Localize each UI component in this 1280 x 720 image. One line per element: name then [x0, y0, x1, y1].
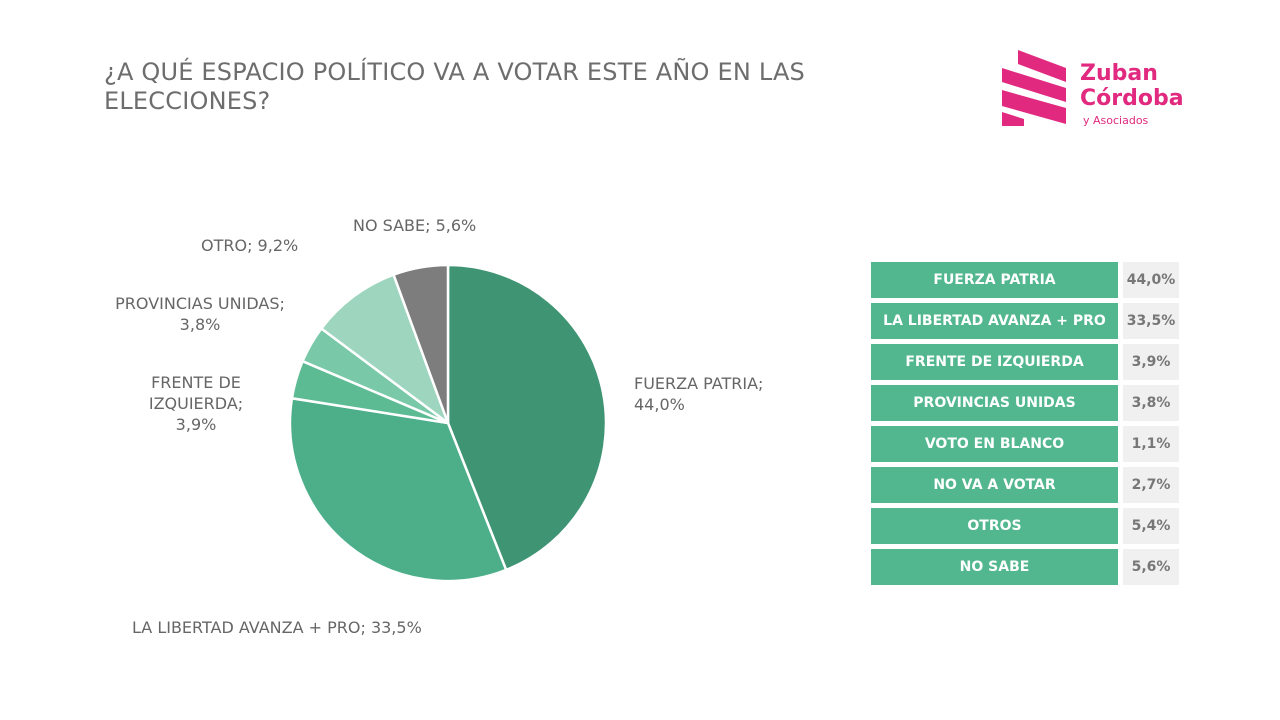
table-cell-value: 5,6% — [1123, 549, 1179, 585]
pie-slice-no-sabe — [391, 263, 450, 424]
table-cell-name: LA LIBERTAD AVANZA + PRO — [871, 303, 1118, 339]
table-row: NO SABE 5,6% — [871, 549, 1179, 585]
table-cell-name: OTROS — [871, 508, 1118, 544]
logo-stripes-icon — [1002, 50, 1066, 126]
table-cell-name: NO VA A VOTAR — [871, 467, 1118, 503]
logo-text-zuban: Zuban — [1080, 61, 1158, 86]
label-otro: OTRO; 9,2% — [201, 236, 299, 255]
table-cell-name: NO SABE — [871, 549, 1118, 585]
table-row: LA LIBERTAD AVANZA + PRO 33,5% — [871, 303, 1179, 339]
table-cell-name: VOTO EN BLANCO — [871, 426, 1118, 462]
table-cell-value: 33,5% — [1123, 303, 1179, 339]
table-cell-name: FRENTE DE IZQUIERDA — [871, 344, 1118, 380]
table-cell-value: 5,4% — [1123, 508, 1179, 544]
table-row: FUERZA PATRIA 44,0% — [871, 262, 1179, 298]
table-cell-value: 3,8% — [1123, 385, 1179, 421]
pie-slice-fuerza-patria — [446, 263, 608, 572]
label-fuerza-patria: FUERZA PATRIA; 44,0% — [634, 374, 764, 414]
page-title: ¿A QUÉ ESPACIO POLÍTICO VA A VOTAR ESTE … — [104, 58, 805, 115]
label-lla: LA LIBERTAD AVANZA + PRO; 33,5% — [132, 618, 422, 637]
table-cell-name: PROVINCIAS UNIDAS — [871, 385, 1118, 421]
table-row: VOTO EN BLANCO 1,1% — [871, 426, 1179, 462]
results-table: FUERZA PATRIA 44,0% LA LIBERTAD AVANZA + P… — [871, 262, 1179, 590]
table-cell-value: 1,1% — [1123, 426, 1179, 462]
label-no-sabe: NO SABE; 5,6% — [353, 216, 477, 235]
table-row: FRENTE DE IZQUIERDA 3,9% — [871, 344, 1179, 380]
label-provincias-unidas: PROVINCIAS UNIDAS; 3,8% — [115, 294, 285, 334]
pie-slice-la-libertad-avanza-pro — [288, 396, 508, 583]
table-cell-value: 2,7% — [1123, 467, 1179, 503]
table-cell-value: 44,0% — [1123, 262, 1179, 298]
table-row: OTROS 5,4% — [871, 508, 1179, 544]
logo: Zuban Córdoba y Asociados — [1000, 48, 1190, 133]
logo-text-cordoba: Córdoba — [1080, 86, 1184, 111]
table-cell-name: FUERZA PATRIA — [871, 262, 1118, 298]
logo-text-asociados: y Asociados — [1083, 114, 1149, 127]
label-frente-izquierda: FRENTE DE IZQUIERDA; 3,9% — [148, 373, 244, 434]
pie-slice-otro — [319, 273, 451, 427]
table-cell-value: 3,9% — [1123, 344, 1179, 380]
table-row: NO VA A VOTAR 2,7% — [871, 467, 1179, 503]
table-row: PROVINCIAS UNIDAS 3,8% — [871, 385, 1179, 421]
